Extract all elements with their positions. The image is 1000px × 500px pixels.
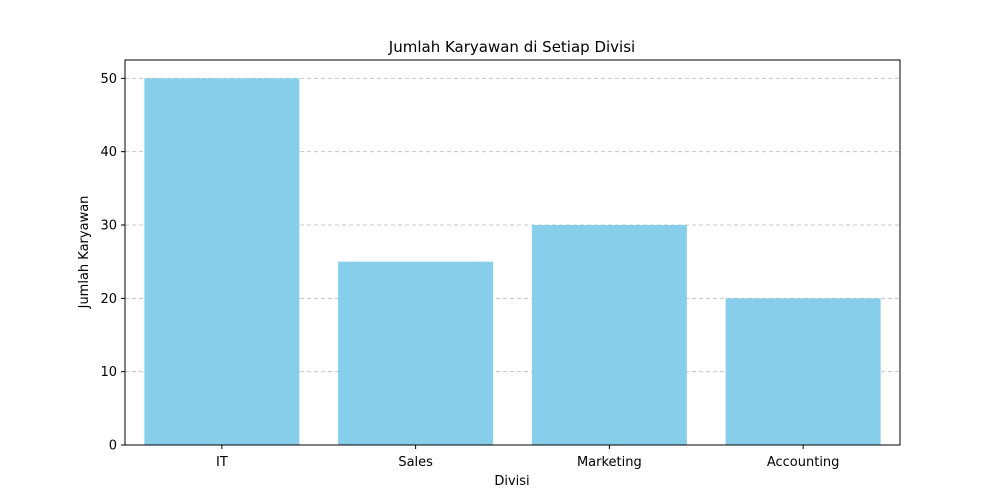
x-tick-label: Accounting <box>767 455 840 470</box>
bar-sales <box>338 261 494 445</box>
y-axis-label: Jumlah Karyawan <box>77 196 92 310</box>
axis-ticks: 0 10 20 30 40 50 IT Sales Marketing Accounting <box>100 72 839 470</box>
x-tick-label: Sales <box>398 455 433 470</box>
chart-title: Jumlah Karyawan di Setiap Divisi <box>388 38 635 56</box>
y-tick-label: 40 <box>100 145 117 160</box>
plot-frame <box>124 59 901 446</box>
x-tick-label: IT <box>216 455 228 470</box>
bar-it <box>144 78 300 445</box>
x-axis-label: Divisi <box>494 474 529 489</box>
y-tick-label: 30 <box>100 219 117 234</box>
y-tick-label: 0 <box>109 439 117 454</box>
bars <box>144 78 881 445</box>
y-tick-label: 50 <box>100 72 117 87</box>
y-tick-label: 20 <box>100 292 117 307</box>
bar-accounting <box>725 298 881 445</box>
y-tick-label: 10 <box>100 365 117 380</box>
x-tick-label: Marketing <box>577 455 642 470</box>
bar-marketing <box>531 225 687 445</box>
